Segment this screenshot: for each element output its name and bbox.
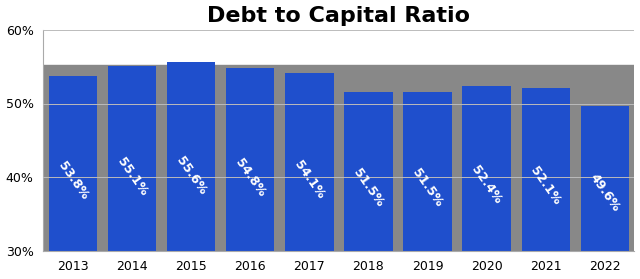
Text: 54.1%: 54.1% [291,158,327,201]
Bar [226,68,275,251]
Text: 54.8%: 54.8% [232,156,268,199]
Text: 52.1%: 52.1% [528,164,564,207]
Bar [49,76,97,251]
Text: 52.4%: 52.4% [469,163,504,206]
Bar [403,92,452,251]
Text: 51.5%: 51.5% [351,166,386,209]
Text: 55.1%: 55.1% [114,155,150,198]
Text: 51.5%: 51.5% [410,166,445,209]
Bar [285,73,333,251]
Bar [44,65,634,251]
Title: Debt to Capital Ratio: Debt to Capital Ratio [207,6,470,26]
Bar [580,107,629,251]
Bar [344,92,393,251]
Text: 53.8%: 53.8% [55,159,91,202]
Bar [108,66,156,251]
Bar [522,88,570,251]
Text: 49.6%: 49.6% [587,172,623,215]
Text: 55.6%: 55.6% [173,154,209,197]
Bar [167,62,215,251]
Bar [463,86,511,251]
